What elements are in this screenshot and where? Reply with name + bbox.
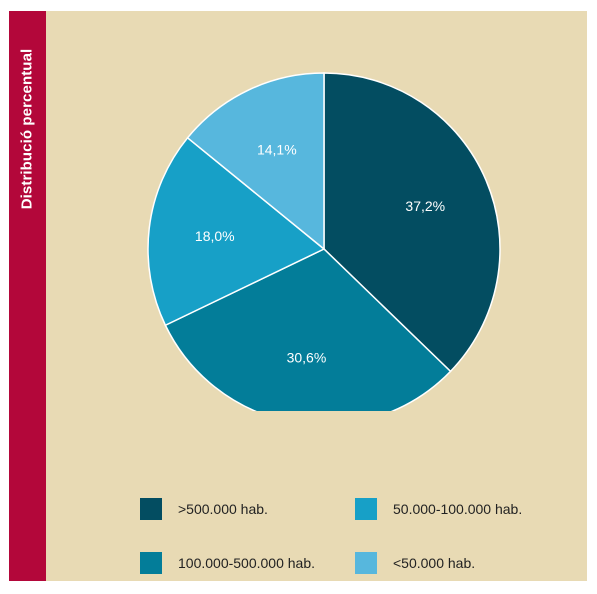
legend-label-0: >500.000 hab.: [178, 501, 268, 517]
pie-slice-label-3: 14,1%: [257, 142, 297, 158]
legend-label-2: 100.000-500.000 hab.: [178, 555, 316, 571]
legend-label-3: <50.000 hab.: [393, 555, 476, 571]
legend-item-0: >500.000 hab.: [140, 498, 268, 520]
pie-slice-label-0: 37,2%: [405, 198, 445, 214]
legend-item-2: 100.000-500.000 hab.: [140, 552, 315, 574]
legend-swatch-0: [140, 498, 162, 520]
legend-swatch-1: [355, 498, 377, 520]
legend-item-1: 50.000-100.000 hab.: [355, 498, 522, 520]
pie-slice-label-1: 30,6%: [287, 350, 327, 366]
pie-slice-2: [147, 136, 326, 327]
legend-swatch-3: [355, 552, 377, 574]
pie-slice-1: [164, 248, 452, 411]
pie-chart: 37,2% 30,6% 18,0% 14,1%: [147, 72, 501, 411]
pie-slice-label-2: 18,0%: [195, 228, 235, 244]
chart-panel: Distribució percentual 37,2% 30,6% 18,0% 14…: [9, 11, 587, 581]
legend-label-1: 50.000-100.000 hab.: [393, 501, 523, 517]
pie-slice-3: [186, 72, 325, 251]
legend-item-3: <50.000 hab.: [355, 552, 475, 574]
legend-swatch-2: [140, 552, 162, 574]
sidebar: Distribució percentual: [9, 11, 46, 581]
pie-slice-0: [323, 72, 501, 373]
